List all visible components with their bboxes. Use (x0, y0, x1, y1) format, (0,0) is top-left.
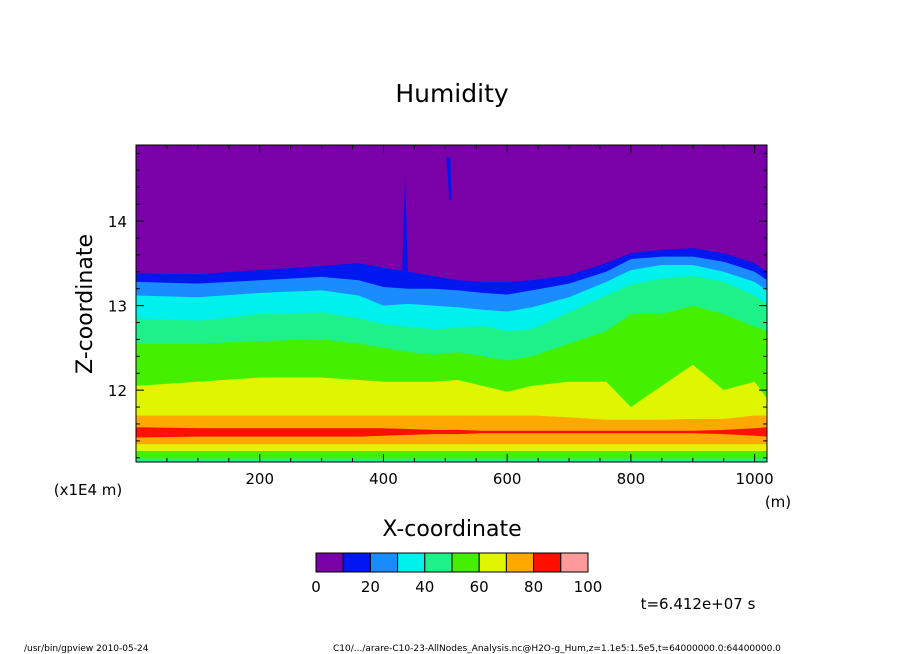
colorbar-tick-label: 100 (574, 578, 603, 596)
colorbar-swatch (451, 552, 480, 573)
y-axis: 12 13 14 (108, 152, 767, 459)
colorbar-tick-label: 60 (470, 578, 489, 596)
colorbar-tick-label: 0 (311, 578, 321, 596)
y-tick-label: 14 (108, 213, 127, 231)
plot-frame (135, 144, 768, 463)
colorbar-tick-label: 40 (415, 578, 434, 596)
feature-streak (446, 157, 452, 200)
colorbar-tick-label: 80 (524, 578, 543, 596)
x-tick-label: 200 (245, 470, 274, 488)
time-label: t=6.412e+07 s (641, 595, 756, 613)
colorbar-swatch (478, 552, 507, 573)
y-tick-label: 13 (108, 298, 127, 316)
x-unit-label: (m) (765, 493, 791, 511)
y-axis-label: Z-coordinate (73, 234, 98, 374)
y-tick-label: 12 (108, 382, 127, 400)
x-tick-label: 1000 (736, 470, 774, 488)
chart-title: Humidity (395, 79, 509, 108)
colorbar-swatch (369, 552, 399, 573)
colorbar-tick-label: 20 (361, 578, 380, 596)
colorbar-swatch (342, 552, 371, 573)
y-scale-note: (x1E4 m) (54, 481, 123, 499)
x-axis: 200 400 600 800 1000 (166, 145, 774, 488)
footer-file-info: C10/.../arare-C10-23-AllNodes_Analysis.n… (333, 644, 781, 654)
colorbar-swatch (560, 552, 589, 573)
colorbar-swatch (533, 552, 562, 573)
colorbar: 0 20 40 60 80 100 (311, 552, 603, 596)
footer-program: /usr/bin/gpview 2010-05-24 (24, 644, 149, 654)
feature-spike (402, 174, 409, 277)
band-40-11 (136, 458, 767, 462)
x-tick-label: 800 (617, 470, 646, 488)
colorbar-swatch (315, 552, 344, 573)
x-tick-label: 600 (493, 470, 522, 488)
colorbar-swatch (505, 552, 535, 573)
x-axis-label: X-coordinate (382, 517, 521, 542)
x-tick-label: 400 (369, 470, 398, 488)
colorbar-swatch (397, 552, 426, 573)
contour-field (136, 145, 767, 462)
colorbar-swatch (424, 552, 453, 573)
